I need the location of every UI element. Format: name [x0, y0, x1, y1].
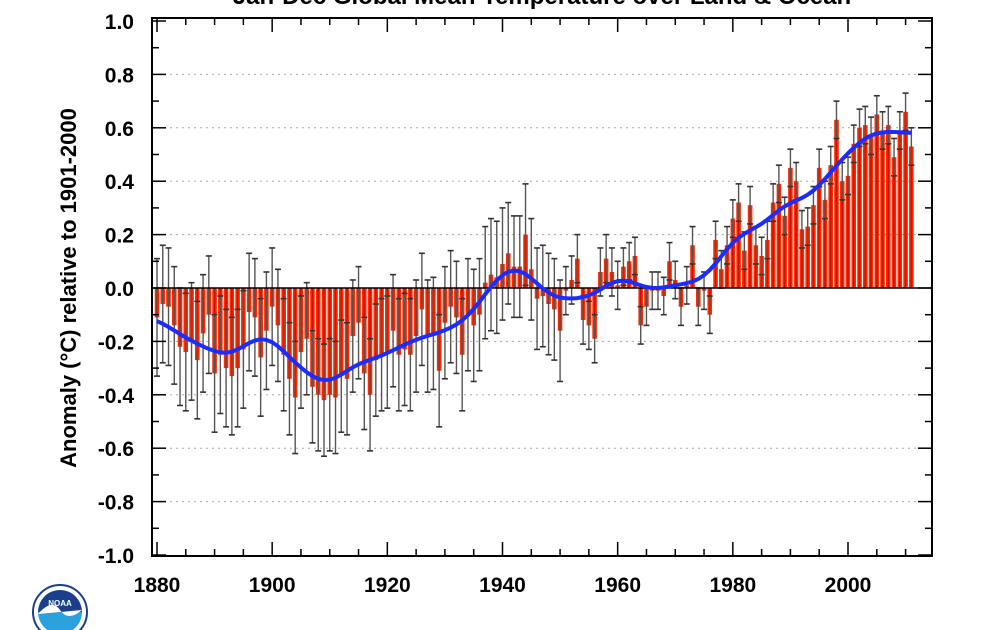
x-tick-label: 1920: [364, 574, 411, 597]
y-axis-title: Anomaly (°C) relative to 1901-2000: [56, 108, 81, 468]
y-tick-label: 0.4: [105, 171, 135, 194]
y-tick-label: -0.4: [98, 385, 135, 408]
x-tick-label: 1880: [134, 574, 181, 597]
x-tick-label: 1960: [594, 574, 641, 597]
bar-core: [847, 175, 849, 288]
x-tick-label: 1980: [709, 574, 756, 597]
bar-core: [812, 205, 815, 288]
bar-core: [841, 181, 844, 288]
y-axis-labels: 1.0 0.8 0.6 0.4 0.2 0.0 -0.2 -0.4 -0.6 -0.8 -1.0: [98, 11, 135, 568]
bar-core: [783, 215, 786, 288]
smoothed-line: [156, 130, 912, 383]
bar-core: [870, 135, 872, 288]
bar-core: [766, 239, 769, 288]
plot-frame: [151, 17, 933, 557]
bar-core: [910, 146, 913, 288]
bar-core: [789, 167, 792, 288]
axis-ticks: [152, 18, 932, 556]
bar-core: [778, 183, 780, 288]
bar-core: [875, 114, 878, 288]
x-tick-label: 1900: [249, 574, 296, 597]
y-tick-label: 0.6: [105, 118, 134, 141]
bar-core: [904, 111, 907, 288]
bar-core: [852, 143, 855, 288]
bar-core: [881, 130, 884, 288]
y-tick-label: 0.2: [105, 225, 134, 248]
bar-core: [864, 125, 867, 288]
y-tick-label: 1.0: [105, 11, 134, 34]
y-tick-label: -0.2: [98, 331, 134, 354]
bar-core: [806, 226, 809, 288]
bar-core: [737, 202, 740, 288]
bar-core: [593, 288, 596, 339]
y-tick-label: 0.8: [105, 64, 135, 87]
bar-core: [801, 229, 803, 288]
bar-core: [795, 181, 797, 288]
bar-core: [755, 245, 757, 288]
chart-title: Jan-Dec Global Mean Temperature over Lan…: [233, 0, 851, 10]
bar-core: [691, 245, 694, 288]
error-bars: [154, 92, 915, 458]
bar-core: [858, 127, 861, 288]
x-tick-label: 1940: [479, 574, 526, 597]
bar-core: [835, 119, 838, 288]
y-tick-label: -0.6: [98, 438, 134, 461]
x-axis-labels: 1880 1900 1920 1940 1960 1980 2000: [134, 574, 872, 597]
y-tick-label: -0.8: [98, 492, 135, 515]
y-tick-label: -1.0: [98, 545, 134, 568]
y-tick-label: 0.0: [105, 278, 134, 301]
bar-core: [899, 130, 901, 288]
bar-core: [829, 165, 832, 288]
bar-core: [772, 202, 774, 288]
bar-core: [818, 167, 821, 288]
bar-core: [749, 205, 751, 288]
bar-core: [887, 125, 890, 288]
bar-core: [893, 157, 895, 288]
svg-text:NOAA: NOAA: [48, 599, 72, 608]
bars: [154, 111, 914, 401]
bar-core: [726, 245, 728, 288]
bar-core: [824, 199, 826, 288]
noaa-logo: NOAA: [32, 584, 88, 630]
x-tick-label: 2000: [825, 574, 872, 597]
bar-core: [732, 218, 734, 288]
